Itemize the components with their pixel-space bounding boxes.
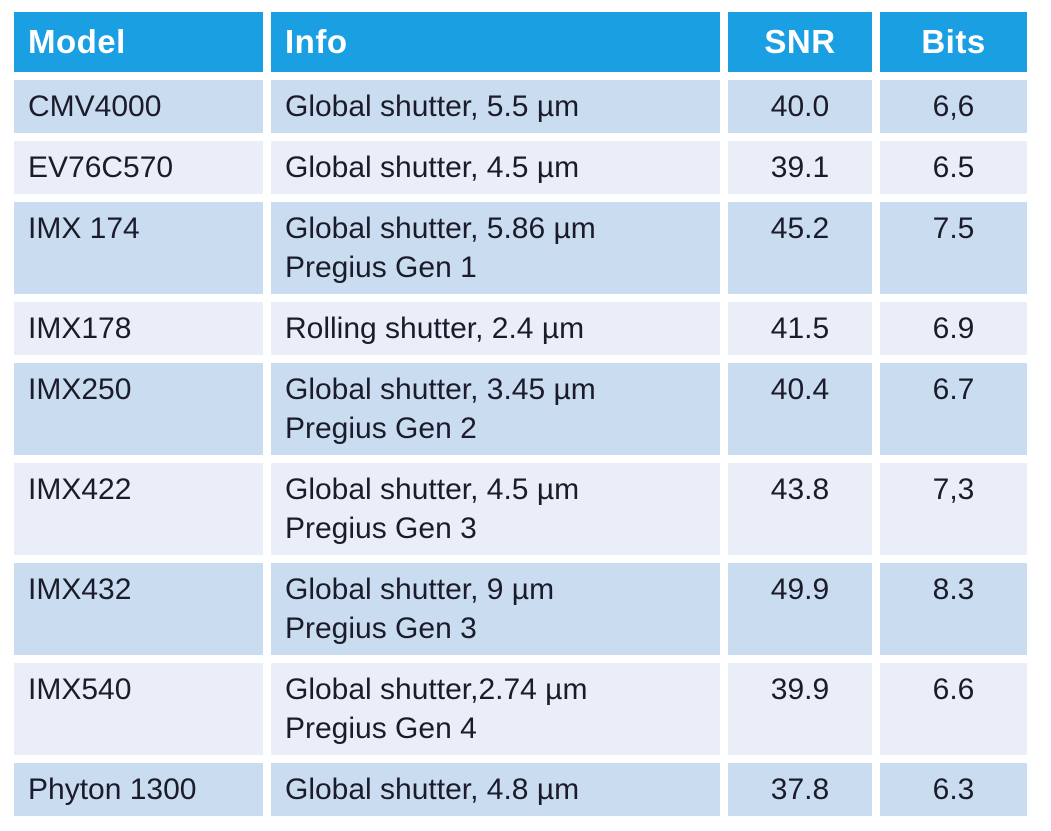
table-body: CMV4000 Global shutter, 5.5 µm 40.0 6,6 …: [14, 80, 1027, 816]
info-line: Global shutter,2.74 µm: [285, 673, 588, 706]
model-cell: IMX540: [14, 663, 263, 755]
bits-cell: 7.5: [880, 202, 1027, 294]
table-row: Phyton 1300 Global shutter, 4.8 µm 37.8 …: [14, 763, 1027, 816]
model-cell: IMX178: [14, 302, 263, 355]
table-row: IMX250 Global shutter, 3.45 µm Pregius Ge…: [14, 363, 1027, 455]
bits-cell: 6.6: [880, 663, 1027, 755]
column-header-model: Model: [14, 12, 263, 72]
info-line: Pregius Gen 3: [285, 512, 477, 545]
model-cell: IMX432: [14, 563, 263, 655]
table-row: IMX432 Global shutter, 9 µm Pregius Gen 3…: [14, 563, 1027, 655]
bits-cell: 6.3: [880, 763, 1027, 816]
snr-cell: 45.2: [728, 202, 872, 294]
info-line: Global shutter, 9 µm: [285, 573, 555, 606]
bits-cell: 6.9: [880, 302, 1027, 355]
info-line: Global shutter, 4.5 µm: [285, 473, 580, 506]
info-line: Pregius Gen 4: [285, 712, 477, 745]
info-cell: Rolling shutter, 2.4 µm: [271, 302, 720, 355]
info-line: Global shutter, 5.86 µm: [285, 212, 596, 245]
table-header: Model Info SNR Bits: [14, 12, 1027, 72]
snr-cell: 40.0: [728, 80, 872, 133]
bits-cell: 6.7: [880, 363, 1027, 455]
table-row: IMX 174 Global shutter, 5.86 µm Pregius G…: [14, 202, 1027, 294]
model-cell: IMX250: [14, 363, 263, 455]
table-row: IMX422 Global shutter, 4.5 µm Pregius Gen…: [14, 463, 1027, 555]
info-line: Pregius Gen 1: [285, 251, 477, 284]
snr-cell: 39.9: [728, 663, 872, 755]
info-line: Global shutter, 3.45 µm: [285, 373, 596, 406]
info-cell: Global shutter, 5.86 µm Pregius Gen 1: [271, 202, 720, 294]
snr-cell: 41.5: [728, 302, 872, 355]
info-cell: Global shutter, 4.8 µm: [271, 763, 720, 816]
model-cell: Phyton 1300: [14, 763, 263, 816]
sensor-table: Model Info SNR Bits CMV4000 Global shutt…: [6, 4, 1035, 824]
info-line: Global shutter, 4.8 µm: [285, 773, 580, 806]
table-row: CMV4000 Global shutter, 5.5 µm 40.0 6,6: [14, 80, 1027, 133]
model-cell: EV76C570: [14, 141, 263, 194]
snr-cell: 43.8: [728, 463, 872, 555]
header-row: Model Info SNR Bits: [14, 12, 1027, 72]
info-cell: Global shutter, 4.5 µm: [271, 141, 720, 194]
model-cell: IMX 174: [14, 202, 263, 294]
column-header-snr: SNR: [728, 12, 872, 72]
snr-cell: 49.9: [728, 563, 872, 655]
info-line: Global shutter, 4.5 µm: [285, 151, 580, 184]
info-cell: Global shutter, 3.45 µm Pregius Gen 2: [271, 363, 720, 455]
snr-cell: 37.8: [728, 763, 872, 816]
model-cell: CMV4000: [14, 80, 263, 133]
info-line: Pregius Gen 2: [285, 412, 477, 445]
info-line: Rolling shutter, 2.4 µm: [285, 312, 585, 345]
info-cell: Global shutter, 5.5 µm: [271, 80, 720, 133]
info-line: Global shutter, 5.5 µm: [285, 90, 580, 123]
info-line: Pregius Gen 3: [285, 612, 477, 645]
info-cell: Global shutter,2.74 µm Pregius Gen 4: [271, 663, 720, 755]
snr-cell: 39.1: [728, 141, 872, 194]
bits-cell: 6.5: [880, 141, 1027, 194]
column-header-bits: Bits: [880, 12, 1027, 72]
table-row: EV76C570 Global shutter, 4.5 µm 39.1 6.5: [14, 141, 1027, 194]
table-row: IMX178 Rolling shutter, 2.4 µm 41.5 6.9: [14, 302, 1027, 355]
model-cell: IMX422: [14, 463, 263, 555]
column-header-info: Info: [271, 12, 720, 72]
info-cell: Global shutter, 4.5 µm Pregius Gen 3: [271, 463, 720, 555]
info-cell: Global shutter, 9 µm Pregius Gen 3: [271, 563, 720, 655]
bits-cell: 8.3: [880, 563, 1027, 655]
bits-cell: 6,6: [880, 80, 1027, 133]
bits-cell: 7,3: [880, 463, 1027, 555]
snr-cell: 40.4: [728, 363, 872, 455]
table-row: IMX540 Global shutter,2.74 µm Pregius Gen…: [14, 663, 1027, 755]
